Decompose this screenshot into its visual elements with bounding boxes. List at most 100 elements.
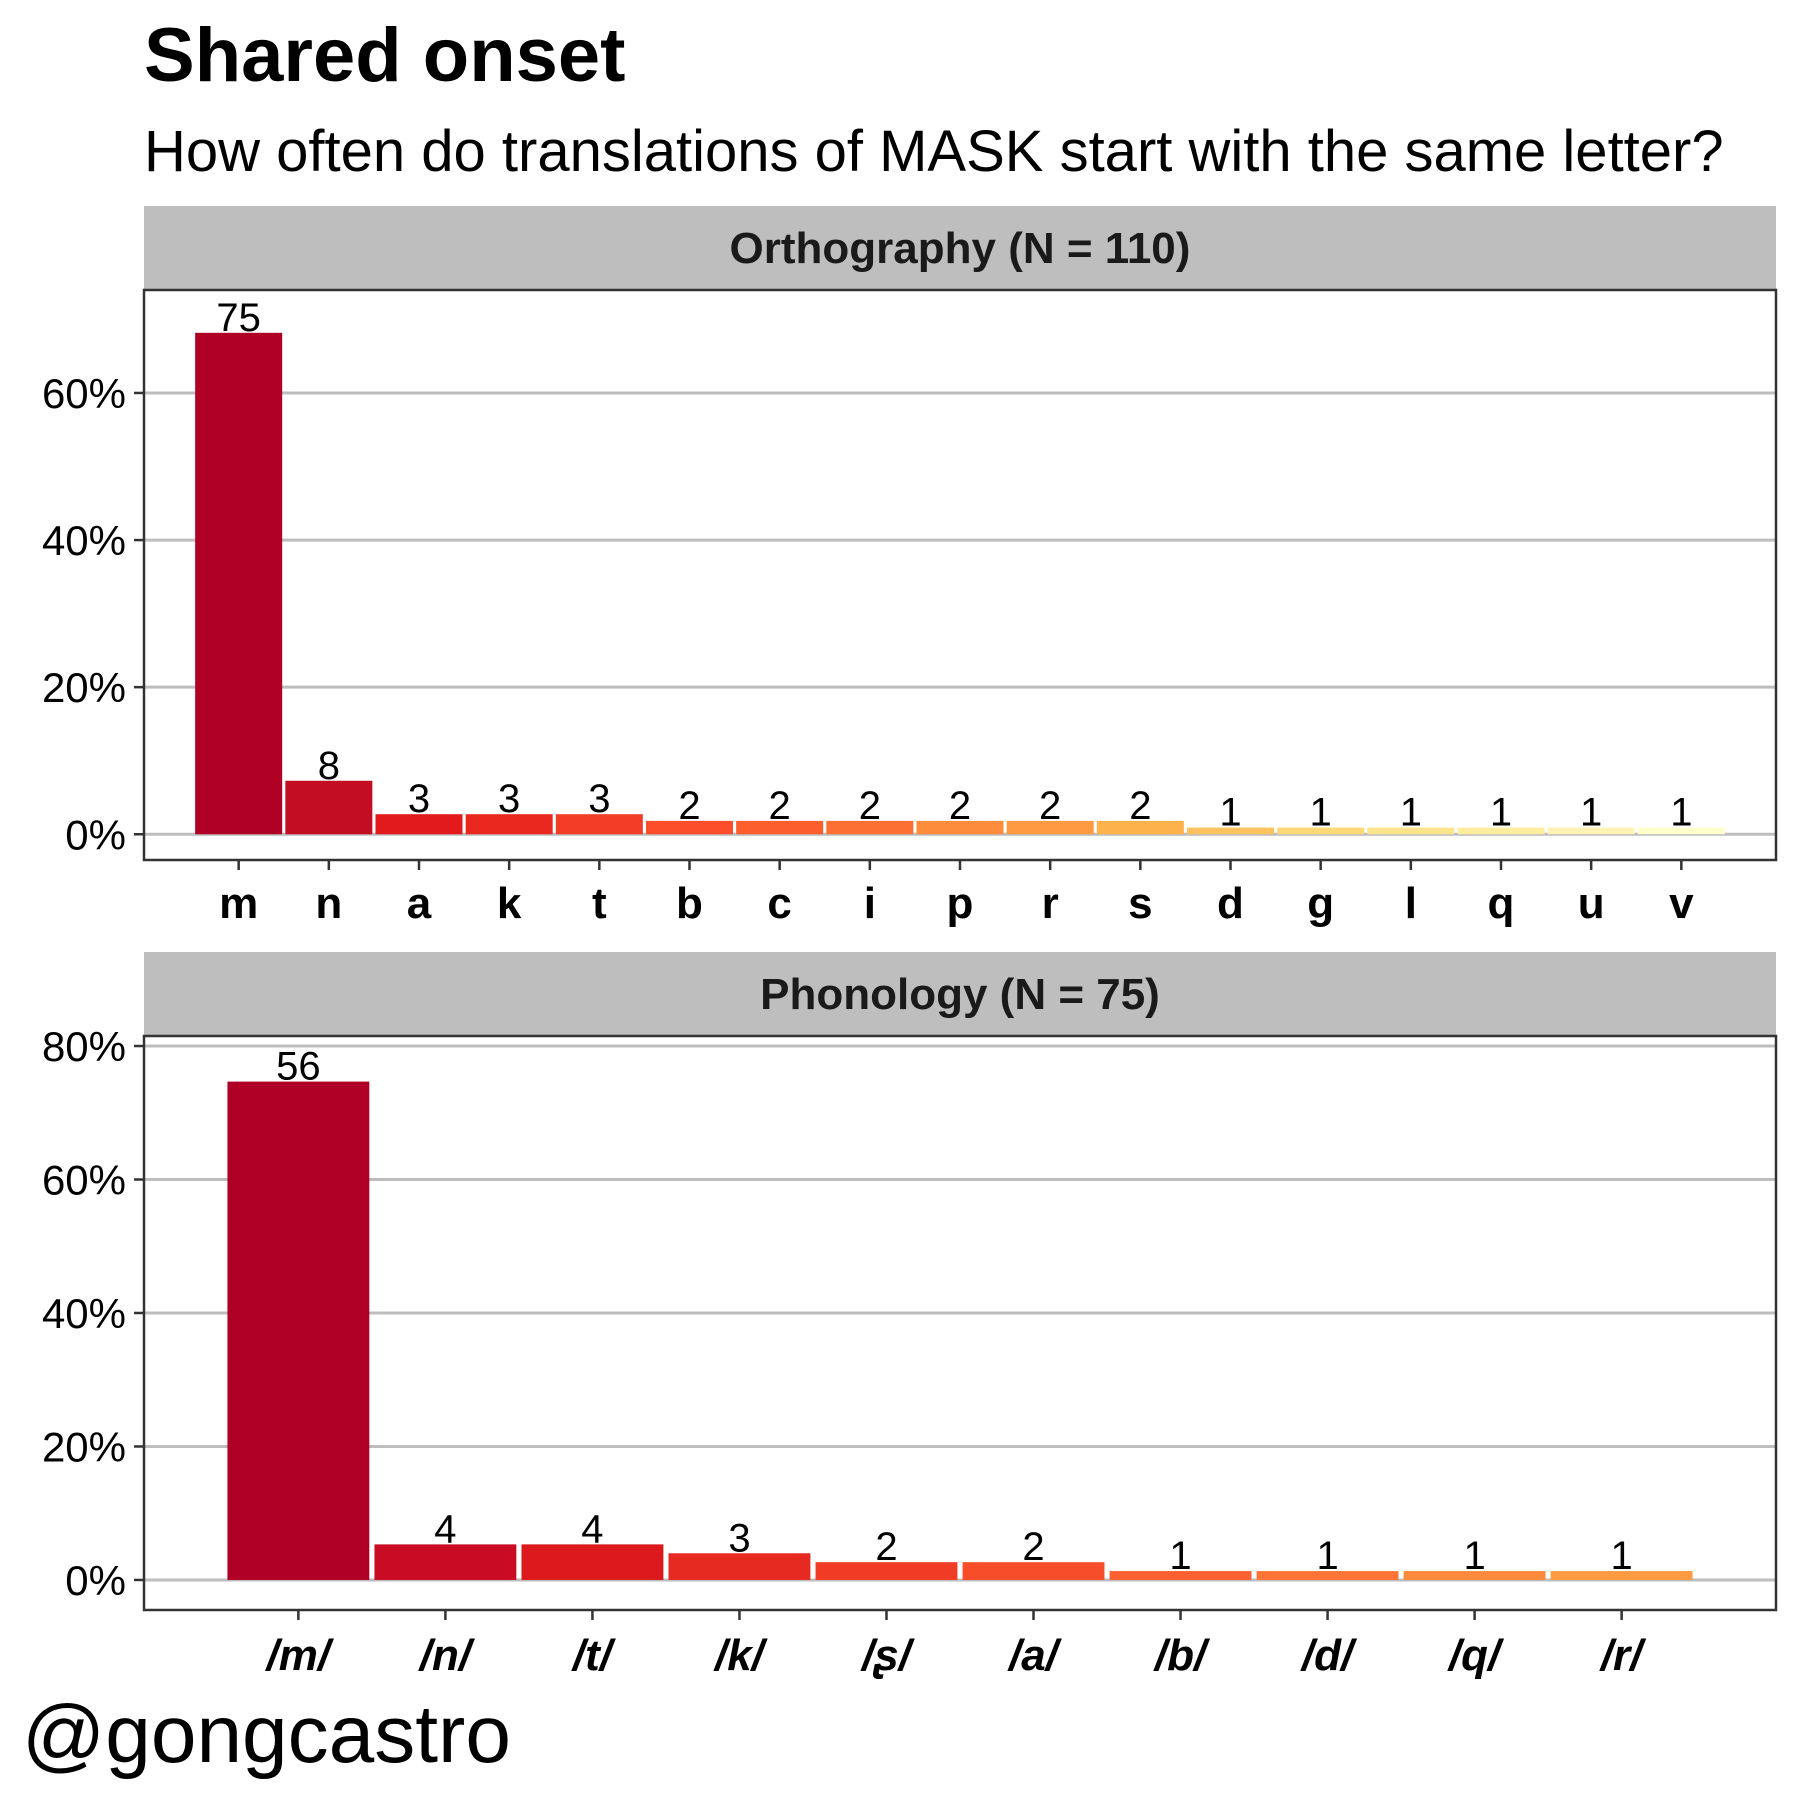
bar-value-label: 1 bbox=[1463, 1534, 1485, 1578]
bar-value-label: 56 bbox=[276, 1045, 321, 1089]
y-tick-label: 0% bbox=[65, 1557, 126, 1604]
x-tick-label: d bbox=[1217, 879, 1244, 928]
bar bbox=[1006, 820, 1094, 835]
bar bbox=[1547, 827, 1635, 835]
bar-value-label: 1 bbox=[1169, 1534, 1191, 1578]
bar bbox=[374, 1544, 517, 1580]
y-tick-label: 20% bbox=[42, 664, 126, 711]
bar bbox=[1367, 827, 1455, 835]
facet-strip bbox=[144, 206, 1776, 290]
bar-value-label: 2 bbox=[1129, 784, 1151, 828]
bar-value-label: 1 bbox=[1670, 791, 1692, 835]
bar bbox=[375, 814, 463, 835]
bar bbox=[227, 1081, 370, 1580]
bar bbox=[826, 820, 914, 835]
bar-value-label: 1 bbox=[1580, 791, 1602, 835]
bar-value-label: 8 bbox=[318, 744, 340, 788]
bar-value-label: 4 bbox=[434, 1507, 456, 1551]
panel-orthography: Orthography (N = 110) 0% 20% 40% 60% 75 m 8 n 3 a 3… bbox=[42, 206, 1778, 928]
x-tick-label: /t/ bbox=[571, 1631, 617, 1680]
bar bbox=[521, 1544, 664, 1580]
bar bbox=[195, 332, 283, 835]
bar bbox=[1277, 827, 1365, 835]
panel-phonology: Phonology (N = 75) 0% 20% 40% 60% 80% 56/m/4/n… bbox=[42, 952, 1778, 1680]
x-tick-label: g bbox=[1307, 879, 1334, 928]
y-tick-label: 0% bbox=[65, 811, 126, 858]
y-tick-label: 60% bbox=[42, 1157, 126, 1204]
bar bbox=[555, 814, 643, 835]
y-tick-label: 60% bbox=[42, 370, 126, 417]
x-tick-label: /b/ bbox=[1153, 1631, 1211, 1680]
x-tick-label: /q/ bbox=[1447, 1631, 1505, 1680]
bar-value-label: 3 bbox=[498, 777, 520, 821]
panel-border bbox=[142, 288, 1778, 862]
x-tick-label: t bbox=[592, 879, 607, 928]
x-tick-label: l bbox=[1405, 879, 1417, 928]
x-tick-label: p bbox=[947, 879, 974, 928]
bar-value-label: 2 bbox=[875, 1525, 897, 1569]
y-tick-label: 80% bbox=[42, 1023, 126, 1070]
bar bbox=[1550, 1571, 1693, 1580]
x-tick-label: /r/ bbox=[1599, 1631, 1647, 1680]
bar-value-label: 2 bbox=[678, 784, 700, 828]
bar bbox=[1109, 1571, 1252, 1580]
bar-value-label: 4 bbox=[581, 1507, 603, 1551]
x-tick-label: a bbox=[407, 879, 432, 928]
bar bbox=[916, 820, 1004, 835]
x-tick-label: q bbox=[1488, 879, 1515, 928]
bar-value-label: 2 bbox=[769, 784, 791, 828]
bar-value-label: 1 bbox=[1400, 791, 1422, 835]
bar-value-label: 1 bbox=[1310, 791, 1332, 835]
bar-value-label: 2 bbox=[949, 784, 971, 828]
bar-value-label: 1 bbox=[1490, 791, 1512, 835]
bar-value-label: 2 bbox=[1039, 784, 1061, 828]
bar-value-label: 3 bbox=[588, 777, 610, 821]
bar-value-label: 1 bbox=[1316, 1534, 1338, 1578]
bar-value-label: 1 bbox=[1219, 791, 1241, 835]
y-tick-label: 40% bbox=[42, 517, 126, 564]
x-tick-label: v bbox=[1669, 879, 1694, 928]
x-tick-label: b bbox=[676, 879, 703, 928]
bar-value-label: 3 bbox=[728, 1516, 750, 1560]
x-tick-label: r bbox=[1042, 879, 1059, 928]
bar bbox=[668, 1553, 811, 1580]
bar bbox=[1403, 1571, 1546, 1580]
facet-title: Orthography (N = 110) bbox=[730, 224, 1191, 273]
x-tick-label: /ʂ/ bbox=[860, 1631, 916, 1680]
bar bbox=[962, 1562, 1105, 1580]
facet-title: Phonology (N = 75) bbox=[760, 970, 1160, 1019]
bar-value-label: 1 bbox=[1610, 1534, 1632, 1578]
bar-value-label: 2 bbox=[1022, 1525, 1044, 1569]
plot-background bbox=[144, 290, 1776, 860]
bar bbox=[1457, 827, 1545, 835]
bar-value-label: 2 bbox=[859, 784, 881, 828]
x-tick-label: m bbox=[219, 879, 258, 928]
x-tick-label: /k/ bbox=[713, 1631, 769, 1680]
chart-title: Shared onset bbox=[144, 13, 626, 98]
chart-subtitle: How often do translations of MASK start … bbox=[144, 119, 1724, 184]
bar bbox=[645, 820, 734, 835]
author-credit: @gongcastro bbox=[22, 1689, 511, 1780]
bar-value-label: 3 bbox=[408, 777, 430, 821]
x-tick-label: k bbox=[497, 879, 522, 928]
bar bbox=[1256, 1571, 1399, 1580]
x-tick-label: n bbox=[315, 879, 342, 928]
x-tick-label: /d/ bbox=[1300, 1631, 1358, 1680]
bar bbox=[465, 814, 553, 835]
x-tick-label: /n/ bbox=[418, 1631, 476, 1680]
bar bbox=[1186, 827, 1275, 835]
panel-border bbox=[142, 1034, 1778, 1612]
bar bbox=[285, 780, 373, 835]
x-tick-label: /a/ bbox=[1007, 1631, 1063, 1680]
x-tick-label: u bbox=[1578, 879, 1605, 928]
bar bbox=[736, 820, 824, 835]
x-tick-label: /m/ bbox=[265, 1631, 335, 1680]
x-tick-label: s bbox=[1128, 879, 1152, 928]
x-tick-label: i bbox=[864, 879, 876, 928]
x-tick-label: c bbox=[767, 879, 791, 928]
bar bbox=[1096, 820, 1184, 835]
y-tick-label: 40% bbox=[42, 1290, 126, 1337]
facet-strip bbox=[144, 952, 1776, 1036]
y-tick-label: 20% bbox=[42, 1423, 126, 1470]
